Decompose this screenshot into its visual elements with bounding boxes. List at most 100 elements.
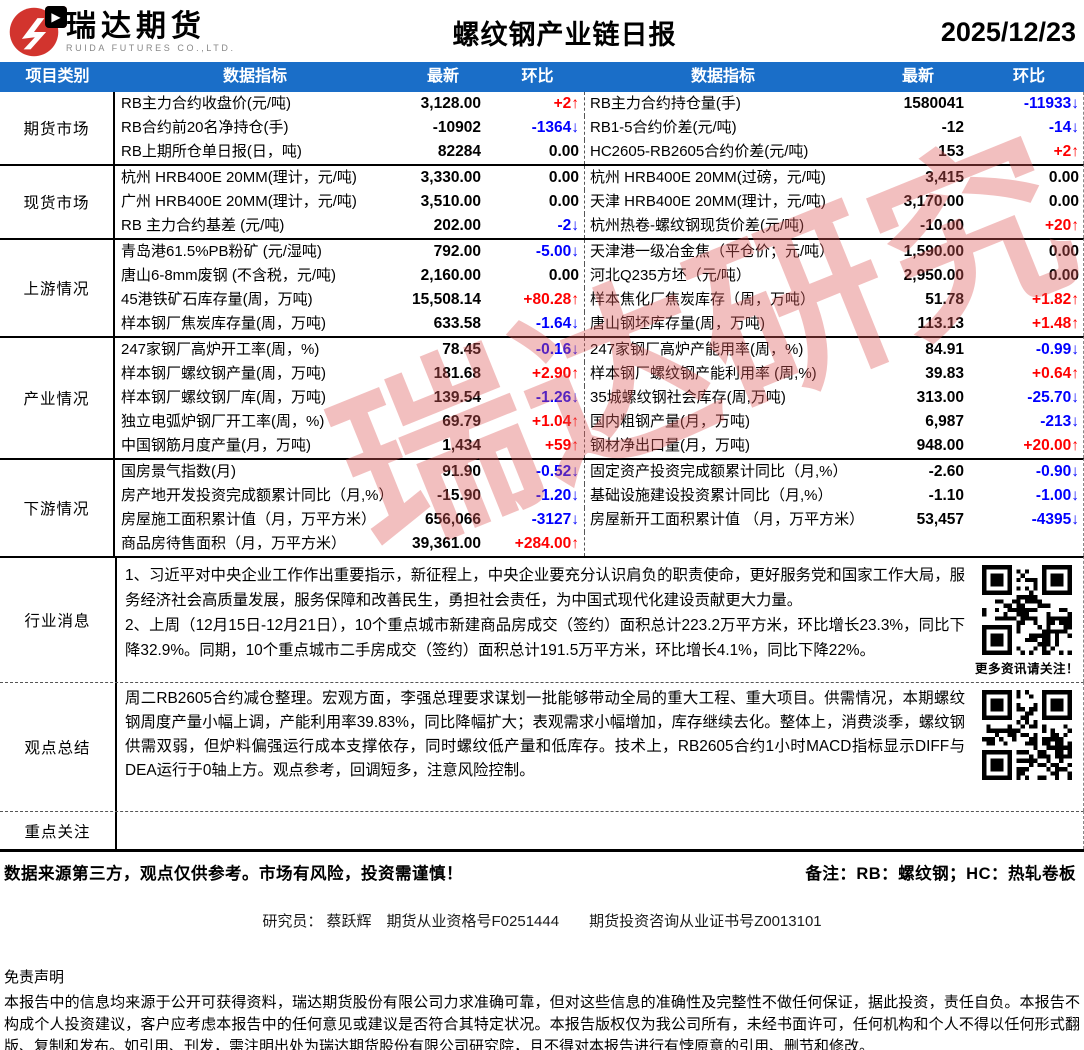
indicator-change: 0.00 [1048,169,1079,186]
remark-note: 备注：RB：螺纹钢；HC：热轧卷板 [805,865,1076,883]
data-table: 项目类别 数据指标 最新 环比 数据指标 最新 环比 期货市场 RB主力合约收盘价… [0,6,1084,852]
indicator-change: -2↓ [557,217,579,234]
col-header-indicator-left: 数据指标 [222,68,287,85]
indicator-name: 独立电弧炉钢厂开工率(周，%) [121,413,325,430]
risk-note: 数据来源第三方，观点仅供参考。市场有风险，投资需谨慎！ [4,865,463,883]
indicator-name: 房屋施工面积累计值（月，万平方米） [121,511,377,528]
indicator-change: 0.00 [548,267,579,284]
section-label: 行业消息 [0,558,117,682]
section-label: 上游情况 [0,240,115,336]
indicator-change: -1364↓ [531,119,579,136]
indicator-name: RB1-5合约价差(元/吨) [584,116,862,140]
indicator-value: 3,330.00 [420,169,481,186]
indicator-change: -4395↓ [1031,511,1079,528]
indicator-value: -1.10 [928,487,964,504]
indicator-value: 2,160.00 [420,267,481,284]
section-3: 产业情况 247家钢厂高炉开工率(周，%) 78.45 -0.16↓ 247家钢厂高炉产… [0,336,1084,458]
indicator-value: -15.90 [437,487,481,504]
indicator-change: +284.00↑ [514,535,579,552]
qr-code [982,565,1072,655]
indicator-value: 656,066 [424,511,481,528]
indicator-value: 139.54 [433,389,481,406]
indicator-name: 固定资产投资完成额累计同比（月,%） [584,460,862,484]
indicator-name: 35城螺纹钢社会库存(周,万吨) [584,386,862,410]
indicator-name: 唐山6-8mm废钢 (不含税，元/吨) [121,267,336,284]
indicator-change: +1.48↑ [1032,315,1079,332]
indicator-name: 中国钢筋月度产量(月，万吨) [121,437,311,454]
report-title: 螺纹钢产业链日报 [452,19,677,50]
indicator-name: 青岛港61.5%PB粉矿 (元/湿吨) [121,243,322,260]
news-paragraph: 2、上周（12月15日-12月21日），10个重点城市新建商品房成交（签约）面积… [125,617,965,659]
indicator-change: 0.00 [1048,267,1079,284]
section-key-focus: 重点关注 [0,811,1084,849]
indicator-value: 84.91 [925,341,964,358]
disclaimer-body: 本报告中的信息均来源于公开可获得资料，瑞达期货股份有限公司力求准确可靠，但对这些… [4,994,1080,1050]
indicator-name: RB合约前20名净持仓(手) [121,119,289,136]
qr-center-video-icon: ▶ [45,6,67,28]
indicator-value: 3,415 [925,169,964,186]
indicator-name: RB主力合约收盘价(元/吨) [121,95,291,112]
industry-news-text: 1、习近平对中央企业工作作出重要指示，新征程上，中央企业要充分认识肩负的职责使命… [117,558,971,682]
indicator-name: 唐山钢坯库存量(周，万吨) [584,312,862,336]
section-2: 上游情况 青岛港61.5%PB粉矿 (元/湿吨) 792.00 -5.00↓ 天津港一级… [0,238,1084,336]
indicator-name: 杭州热卷-螺纹钢现货价差(元/吨) [584,214,862,238]
indicator-name: RB上期所仓单日报(日，吨) [121,143,302,160]
indicator-value: 3,170.00 [903,193,964,210]
indicator-value: 2,950.00 [903,267,964,284]
indicator-name: 样本钢厂螺纹钢厂库(周，万吨) [121,389,326,406]
indicator-change: 0.00 [548,143,579,160]
indicator-name: 样本钢厂焦炭库存量(周，万吨) [121,315,326,332]
indicator-value: 113.13 [917,315,964,332]
indicator-change: -11933↓ [1023,95,1079,112]
indicator-change: -0.16↓ [535,341,579,358]
indicator-value: 69.79 [442,413,481,430]
indicator-change: -1.20↓ [535,487,579,504]
section-label: 下游情况 [0,460,115,556]
indicator-value: 78.45 [442,341,481,358]
indicator-change: -0.52↓ [535,463,579,480]
indicator-value: 633.58 [433,315,481,332]
indicator-name [584,532,862,556]
section-1: 现货市场 杭州 HRB400E 20MM(理计，元/吨) 3,330.00 0.00 杭… [0,164,1084,238]
indicator-value: -10.00 [920,217,964,234]
indicator-value: -2.60 [928,463,964,480]
indicator-value: 181.68 [433,365,481,382]
indicator-change: +20.00↑ [1023,437,1079,454]
indicator-name: 房产地开发投资完成额累计同比（月,%） [121,487,394,504]
table-header-row: 项目类别 数据指标 最新 环比 数据指标 最新 环比 [0,62,1084,92]
indicator-change: -3127↓ [531,511,579,528]
indicator-name: 45港铁矿石库存量(周，万吨) [121,291,313,308]
indicator-name: 基础设施建设投资累计同比（月,%） [584,484,862,508]
indicator-change: -5.00↓ [535,243,579,260]
indicator-change: +1.82↑ [1032,291,1079,308]
indicator-change: 0.00 [548,169,579,186]
indicator-change: 0.00 [1048,243,1079,260]
indicator-name: 天津港一级冶金焦（平仓价；元/吨） [584,240,862,264]
viewpoint-paragraph: 周二RB2605合约减仓整理。宏观方面，李强总理要求谋划一批能够带动全局的重大工… [125,690,965,779]
indicator-change [974,532,1084,556]
section-industry-news: 行业消息 1、习近平对中央企业工作作出重要指示，新征程上，中央企业要充分认识肩负… [0,6,1084,682]
indicator-name: 样本焦化厂焦炭库存（周，万吨） [584,288,862,312]
col-header-category: 项目类别 [25,68,90,85]
news-paragraph: 1、习近平对中央企业工作作出重要指示，新征程上，中央企业要充分认识肩负的职责使命… [125,567,965,609]
col-header-change-left: 环比 [521,68,554,85]
indicator-value: 1,590.00 [903,243,964,260]
indicator-value: 82284 [437,143,481,160]
indicator-change: +1.04↑ [532,413,579,430]
indicator-name: 天津 HRB400E 20MM(理计，元/吨) [584,190,862,214]
indicator-change: -1.64↓ [535,315,579,332]
logo-cn-text: 瑞达期货 [66,9,206,43]
section-viewpoint: 观点总结 周二RB2605合约减仓整理。宏观方面，李强总理要求谋划一批能够带动全… [0,6,1084,811]
section-label: 期货市场 [0,92,115,164]
indicator-value: 792.00 [433,243,481,260]
indicator-name: HC2605-RB2605合约价差(元/吨) [584,140,862,164]
indicator-change: +20↑ [1044,217,1079,234]
indicator-change: +59↑ [544,437,579,454]
indicator-change: +0.64↑ [1032,365,1079,382]
col-header-latest-left: 最新 [426,68,459,85]
qr-code [982,690,1072,780]
indicator-value: 3,128.00 [420,95,481,112]
indicator-value: 202.00 [433,217,481,234]
indicator-change: +2↑ [553,95,579,112]
